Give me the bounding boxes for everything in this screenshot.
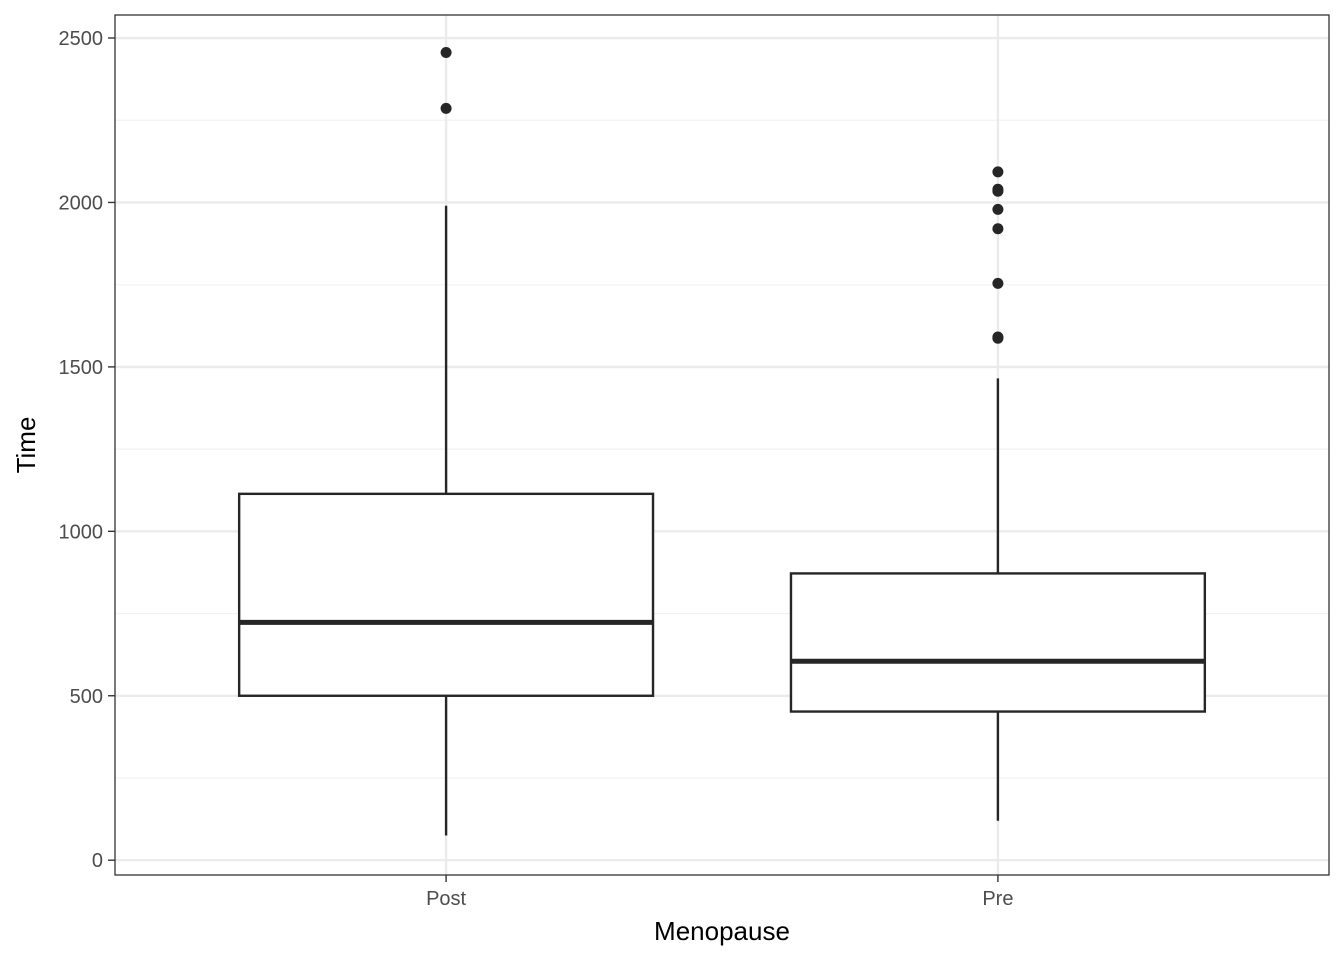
box-post <box>237 46 655 836</box>
y-tick-label: 2500 <box>59 28 104 50</box>
outlier-point <box>992 203 1004 215</box>
axis-ticks <box>108 37 999 882</box>
y-tick-label: 1000 <box>59 521 104 543</box>
outlier-point <box>992 277 1004 289</box>
y-tick-label: 2000 <box>59 192 104 214</box>
boxes <box>237 46 1207 836</box>
outlier-point <box>440 46 452 58</box>
outlier-point <box>992 166 1004 178</box>
x-tick-labels: Post Pre <box>426 888 1013 910</box>
x-axis-title: Menopause <box>654 916 790 946</box>
y-tick-labels: 0 500 1000 1500 2000 2500 <box>59 28 104 872</box>
box-pre <box>789 166 1207 821</box>
y-tick-label: 500 <box>70 686 103 708</box>
panel-border <box>114 14 1330 876</box>
y-tick-label: 1500 <box>59 357 104 379</box>
x-tick-label: Pre <box>982 888 1013 910</box>
box-iqr <box>237 492 655 697</box>
y-axis-title: Time <box>11 417 41 474</box>
outlier-point <box>992 185 1004 197</box>
outlier-point <box>992 332 1004 344</box>
x-tick-label: Post <box>426 888 466 910</box>
outlier-point <box>440 102 452 114</box>
box-iqr <box>789 572 1207 713</box>
y-tick-label: 0 <box>92 850 103 872</box>
outlier-point <box>992 223 1004 235</box>
